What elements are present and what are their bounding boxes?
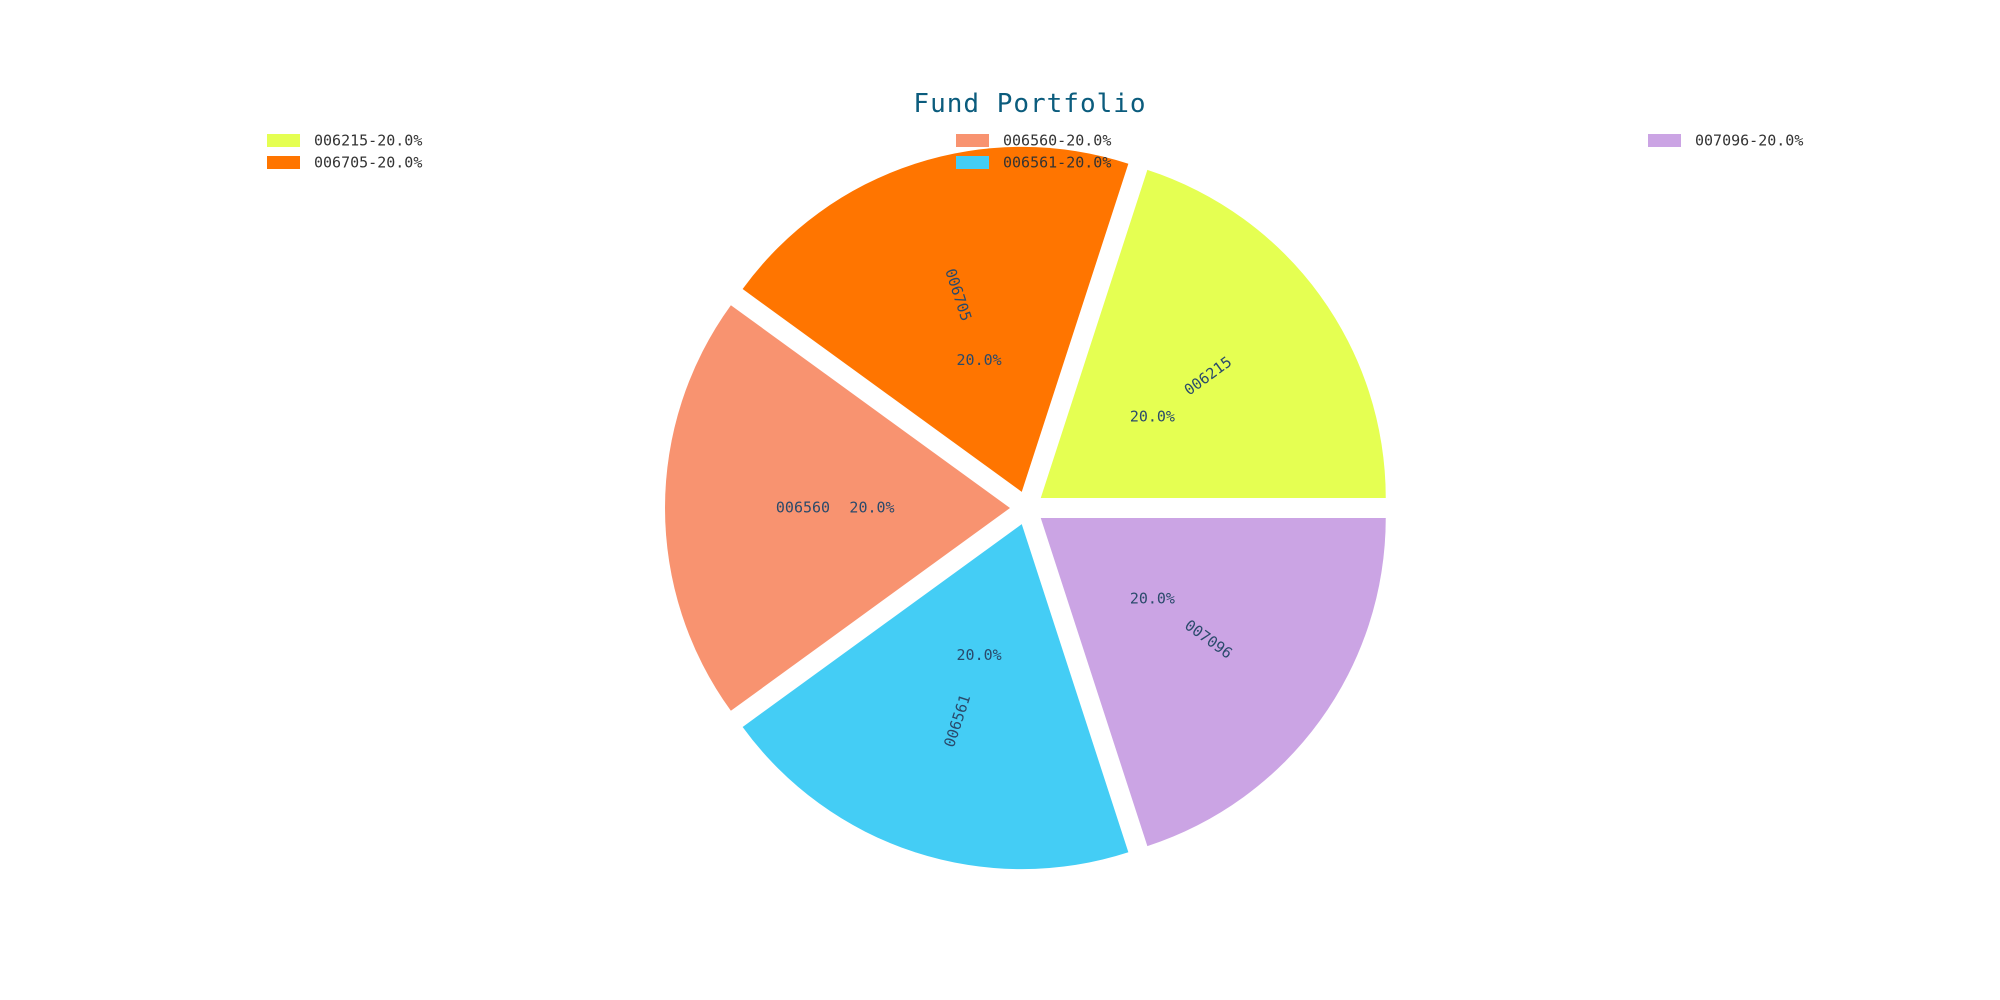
- legend-label-006561: 006561-20.0%: [1003, 154, 1111, 172]
- legend-swatch-006215: [267, 134, 300, 147]
- legend-item-006560: 006560-20.0%: [956, 132, 1111, 150]
- pct-label-006560: 20.0%: [849, 499, 894, 517]
- pie-slice-006561: [742, 524, 1129, 870]
- pct-label-006561: 20.0%: [957, 646, 1002, 664]
- pie-slice-006560: [665, 305, 1010, 711]
- legend-swatch-006560: [956, 134, 989, 147]
- pct-label-007096: 20.0%: [1130, 590, 1175, 608]
- legend-label-006560: 006560-20.0%: [1003, 132, 1111, 150]
- legend-label-007096: 007096-20.0%: [1695, 132, 1803, 150]
- slice-label-006560: 006560: [776, 499, 830, 517]
- legend-item-006705: 006705-20.0%: [267, 154, 422, 172]
- legend-swatch-007096: [1648, 134, 1681, 147]
- pct-label-006705: 20.0%: [957, 351, 1002, 369]
- legend-label-006705: 006705-20.0%: [314, 154, 422, 172]
- legend-swatch-006561: [956, 156, 989, 169]
- legend-swatch-006705: [267, 156, 300, 169]
- legend: 006215-20.0% 006705-20.0% 006560-20.0% 0065…: [267, 132, 1803, 172]
- legend-item-006561: 006561-20.0%: [956, 154, 1111, 172]
- legend-item-007096: 007096-20.0%: [1648, 132, 1803, 150]
- pct-label-006215: 20.0%: [1130, 407, 1175, 425]
- pie-slice-006215: [1040, 169, 1386, 499]
- pie-slice-007096: [1040, 517, 1386, 847]
- legend-item-006215: 006215-20.0%: [267, 132, 422, 150]
- legend-label-006215: 006215-20.0%: [314, 132, 422, 150]
- pie-slices: [665, 146, 1386, 870]
- pie-slice-006705: [742, 146, 1129, 492]
- chart-title: Fund Portfolio: [913, 89, 1146, 119]
